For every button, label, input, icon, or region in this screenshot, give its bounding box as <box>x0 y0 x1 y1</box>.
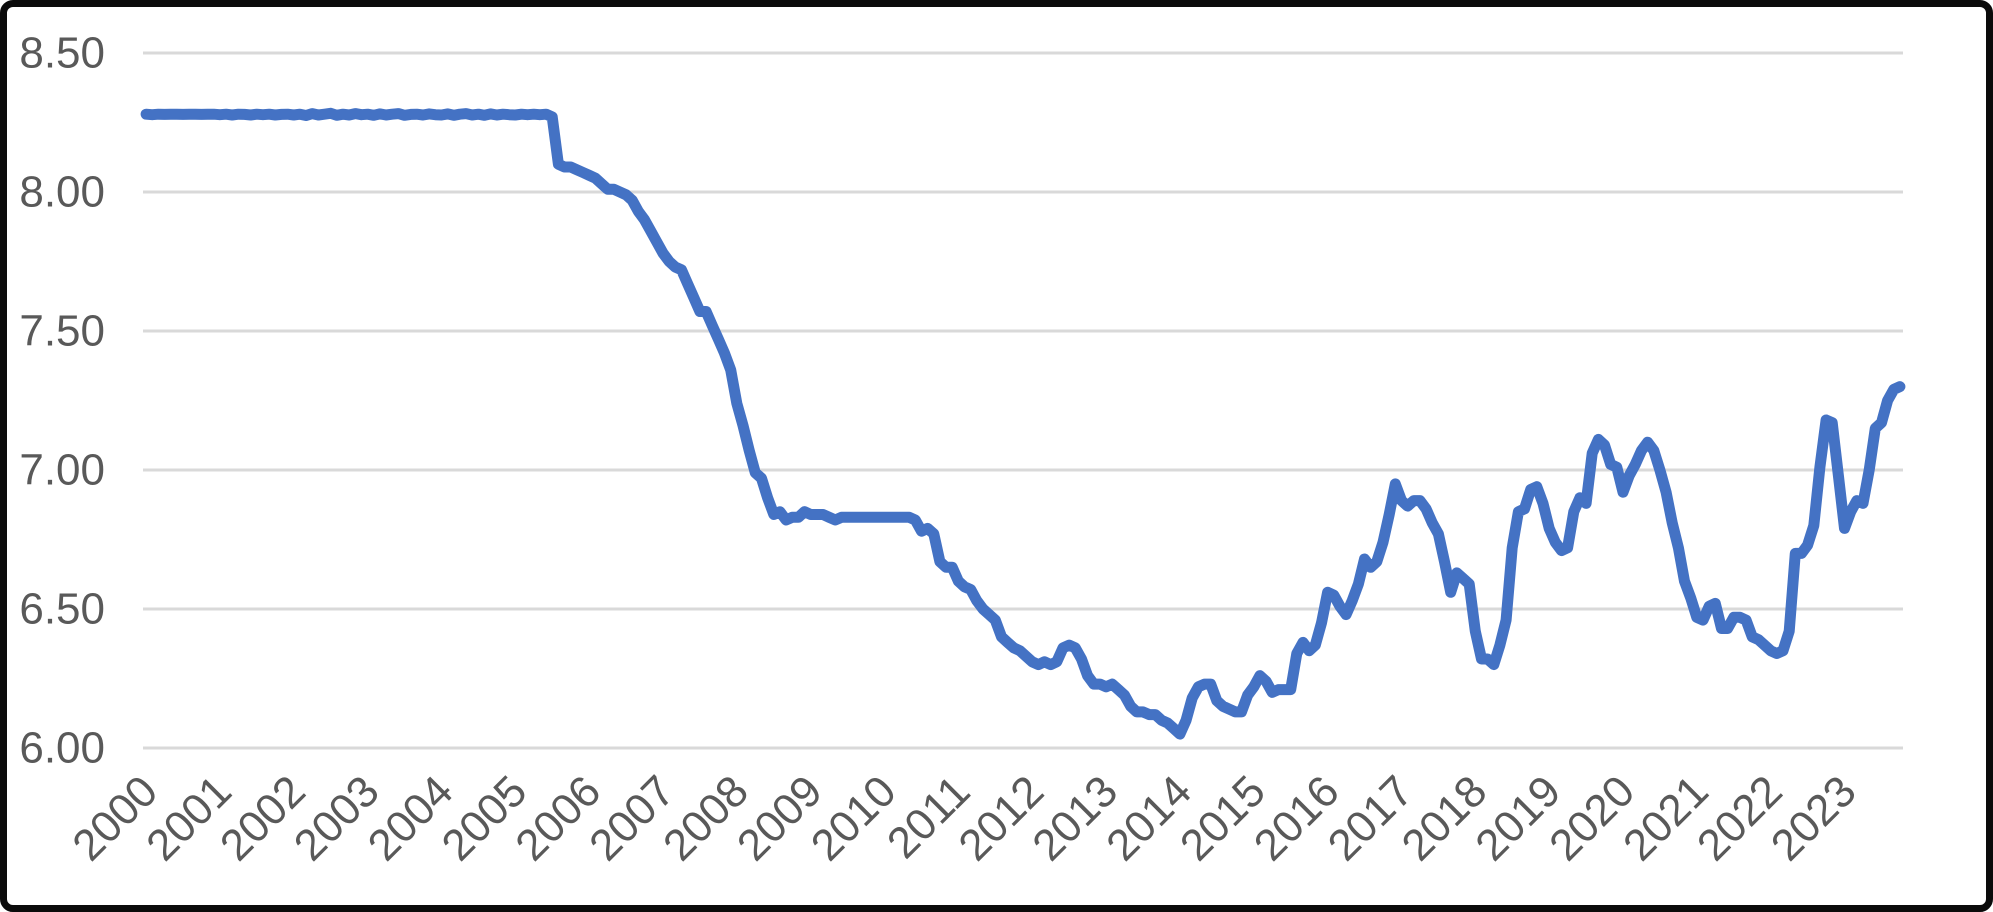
y-axis-tick-label: 7.50 <box>19 307 105 356</box>
x-axis-tick-label: 2013 <box>1023 766 1127 870</box>
x-axis-tick-label: 2022 <box>1688 766 1792 870</box>
x-axis-tick-label: 2003 <box>285 766 389 870</box>
gridlines-group <box>143 51 1903 750</box>
x-axis-tick-label: 2008 <box>654 766 758 870</box>
x-axis-tick-label: 2006 <box>506 766 610 870</box>
x-axis-tick-label: 2007 <box>580 766 684 870</box>
x-axis-tick-label: 2011 <box>878 766 980 868</box>
y-axis-tick-label: 8.50 <box>19 29 105 78</box>
x-axis-tick-label: 2004 <box>359 766 463 870</box>
x-axis-tick-label: 2019 <box>1466 766 1570 870</box>
x-axis-labels-group: 2000200120022003200420052006200720082009… <box>63 766 1865 870</box>
x-axis-tick-label: 2000 <box>63 766 167 870</box>
y-axis-tick-label: 8.00 <box>19 168 105 217</box>
x-axis-tick-label: 2023 <box>1762 766 1866 870</box>
x-axis-tick-label: 2017 <box>1319 766 1423 870</box>
y-axis-labels-group: 8.50 8.00 7.50 7.00 6.50 6.00 <box>19 29 105 773</box>
x-axis-tick-label: 2020 <box>1540 766 1644 870</box>
y-axis-tick-label: 6.50 <box>19 585 105 634</box>
x-axis-tick-label: 2005 <box>433 766 537 870</box>
x-axis-tick-label: 2018 <box>1393 766 1497 870</box>
x-axis-tick-label: 2015 <box>1171 766 1275 870</box>
x-axis-tick-label: 2001 <box>137 766 241 870</box>
x-axis-tick-label: 2014 <box>1097 766 1201 870</box>
y-axis-tick-label: 7.00 <box>19 446 105 495</box>
series-group <box>140 107 1906 740</box>
x-axis-tick-label: 2016 <box>1245 766 1349 870</box>
y-axis-tick-label: 6.00 <box>19 724 105 773</box>
series-line <box>140 107 1906 740</box>
x-axis-tick-label: 2009 <box>728 766 832 870</box>
x-axis-tick-label: 2021 <box>1614 766 1718 870</box>
x-axis-tick-label: 2012 <box>949 766 1053 870</box>
line-chart: 8.508.007.507.006.506.00 200020012002200… <box>19 29 1906 870</box>
x-axis-tick-label: 2002 <box>211 766 315 870</box>
x-axis-tick-label: 2010 <box>802 766 906 870</box>
